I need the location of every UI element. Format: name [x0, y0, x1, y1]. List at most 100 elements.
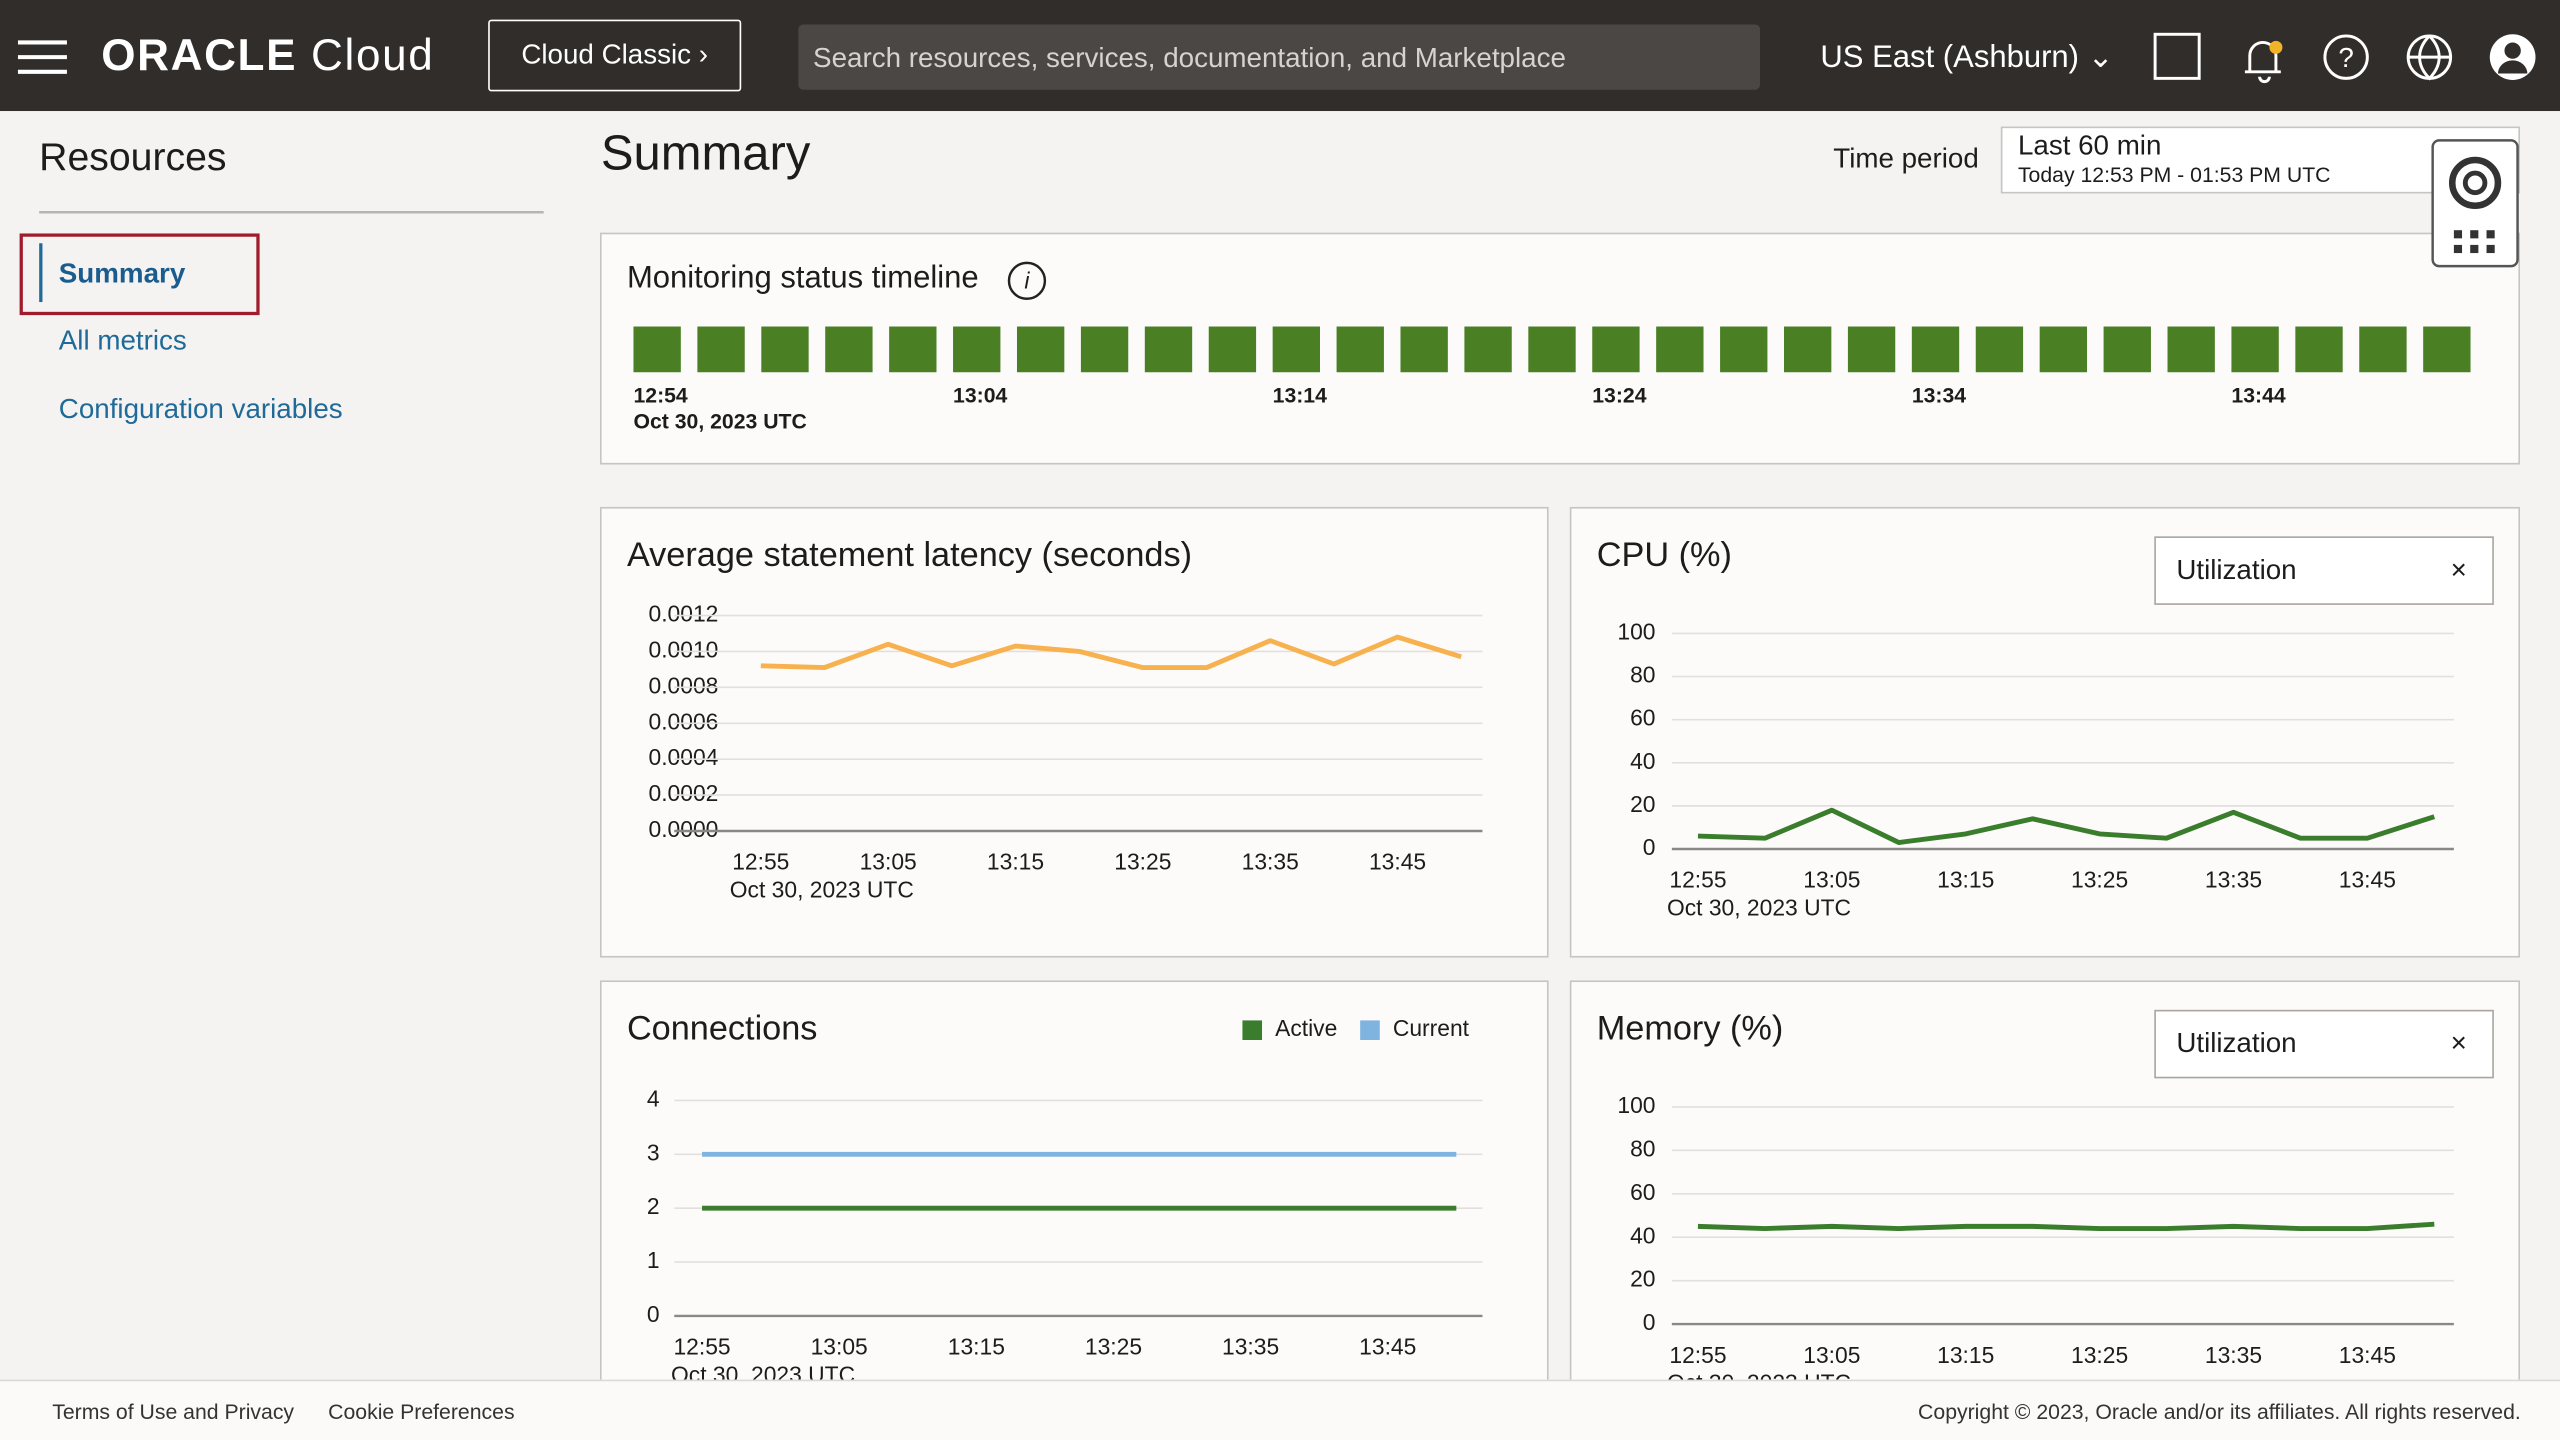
legend-label: Active	[1275, 1015, 1337, 1041]
status-block	[2359, 327, 2406, 373]
code-editor-icon[interactable]	[2155, 34, 2199, 78]
x-tick-label: 13:15	[987, 849, 1044, 875]
status-block	[1656, 327, 1703, 373]
brand: ORACLE	[101, 31, 297, 80]
chart-title: Memory (%)	[1597, 1009, 1784, 1047]
footer-link[interactable]: Cookie Preferences	[328, 1399, 514, 1423]
x-tick-label: 13:35	[2205, 867, 2262, 893]
x-tick-label: 13:25	[2071, 867, 2128, 893]
filter-chip: Utilization	[2176, 554, 2296, 585]
y-tick-label: 80	[1630, 1135, 1655, 1161]
y-tick-label: 100	[1617, 1092, 1655, 1118]
status-block	[633, 327, 680, 373]
status-block	[1464, 327, 1511, 373]
y-tick-label: 0.0002	[648, 780, 718, 806]
y-tick-label: 0	[647, 1301, 660, 1327]
status-block	[761, 327, 808, 373]
status-block	[1081, 327, 1128, 373]
legend-label: Current	[1393, 1015, 1470, 1041]
x-axis-date: Oct 30, 2023 UTC	[1667, 894, 1851, 920]
button-label: Cloud Classic	[521, 39, 691, 70]
header-icons: ?	[2139, 23, 2547, 92]
region-selector[interactable]: US East (Ashburn) ⌄	[1820, 39, 2113, 77]
y-tick-label: 3	[647, 1139, 660, 1165]
x-tick-label: 13:44	[2231, 384, 2285, 407]
status-block	[1976, 327, 2023, 373]
y-tick-label: 60	[1630, 1179, 1655, 1205]
status-block	[1912, 327, 1959, 373]
x-tick-label: 13:05	[1803, 1342, 1860, 1368]
x-tick-label: 13:25	[1114, 849, 1171, 875]
time-period-range: Today 12:53 PM - 01:53 PM UTC	[2018, 164, 2331, 187]
svg-text:?: ?	[2338, 42, 2353, 73]
y-tick-label: 20	[1630, 1266, 1655, 1292]
timeline-title: Monitoring status timeline	[627, 259, 979, 294]
chart-title: CPU (%)	[1597, 536, 1732, 574]
status-block	[2231, 327, 2278, 373]
cloud-classic-button[interactable]: Cloud Classic ›	[488, 20, 741, 92]
status-block	[1337, 327, 1384, 373]
y-tick-label: 100	[1617, 619, 1655, 645]
legend-swatch	[1242, 1020, 1262, 1040]
x-tick-label: 13:14	[1273, 384, 1327, 407]
y-tick-label: 80	[1630, 662, 1655, 688]
header: ORACLE Cloud Cloud Classic › Search reso…	[0, 0, 2560, 111]
status-block	[1400, 327, 1447, 373]
status-block	[1209, 327, 1256, 373]
x-tick-label: 13:04	[953, 384, 1007, 407]
status-block	[2104, 327, 2151, 373]
y-tick-label: 0	[1643, 834, 1656, 860]
x-tick-label: 13:15	[1937, 1342, 1994, 1368]
menu-icon[interactable]	[16, 39, 68, 75]
y-tick-label: 2	[647, 1193, 660, 1219]
help-widget[interactable]	[2433, 140, 2518, 266]
product: Cloud	[311, 31, 434, 80]
y-tick-label: 60	[1630, 705, 1655, 731]
status-block	[825, 327, 872, 373]
x-tick-label: 13:15	[1937, 867, 1994, 893]
x-tick-label: 12:55	[732, 849, 789, 875]
time-period-label: Time period	[1833, 142, 1978, 173]
sidebar-title: Resources	[39, 136, 226, 182]
x-tick-label: 13:45	[1369, 849, 1426, 875]
y-tick-label: 20	[1630, 791, 1655, 817]
x-tick-label: 12:55	[673, 1334, 730, 1360]
x-tick-label: 13:45	[2339, 867, 2396, 893]
status-block	[697, 327, 744, 373]
x-tick-label: 13:35	[1222, 1334, 1279, 1360]
status-block	[953, 327, 1000, 373]
status-block	[1145, 327, 1192, 373]
x-tick-label: 13:45	[1359, 1334, 1416, 1360]
nav-link[interactable]: Configuration variables	[59, 393, 343, 426]
logo[interactable]: ORACLE Cloud	[101, 31, 434, 82]
filter-clear[interactable]: ×	[2451, 1027, 2467, 1058]
status-block	[1017, 327, 1064, 373]
region: US East (Ashburn)	[1820, 41, 2079, 75]
footer-link[interactable]: Terms of Use and Privacy	[52, 1399, 294, 1423]
status-block	[1720, 327, 1767, 373]
chart-title: Connections	[627, 1009, 817, 1047]
y-tick-label: 1	[647, 1247, 660, 1273]
y-tick-label: 0.0006	[648, 708, 718, 734]
x-tick-label: 12:54	[633, 384, 687, 407]
footer: Terms of Use and Privacy Cookie Preferen…	[0, 1380, 2560, 1440]
status-block	[889, 327, 936, 373]
filter-chip: Utilization	[2176, 1027, 2296, 1058]
status-block	[1528, 327, 1575, 373]
y-tick-label: 0.0012	[648, 601, 718, 627]
cpu-filter[interactable]: Utilization ×	[2155, 537, 2493, 604]
active-indicator	[39, 243, 42, 302]
search-box[interactable]: Search resources, services, documentatio…	[798, 24, 1760, 89]
x-tick-label: 13:45	[2339, 1342, 2396, 1368]
time-period-value: Last 60 min	[2018, 129, 2161, 160]
memory-filter[interactable]: Utilization ×	[2155, 1011, 2493, 1078]
page-title: Summary	[601, 127, 811, 181]
nav-link[interactable]: All metrics	[59, 325, 187, 358]
filter-clear[interactable]: ×	[2451, 554, 2467, 585]
search-placeholder: Search resources, services, documentatio…	[813, 42, 1566, 75]
nav-link[interactable]: Summary	[59, 258, 186, 291]
status-block	[1848, 327, 1895, 373]
y-tick-label: 4	[647, 1085, 660, 1111]
x-tick-label: 13:15	[948, 1334, 1005, 1360]
